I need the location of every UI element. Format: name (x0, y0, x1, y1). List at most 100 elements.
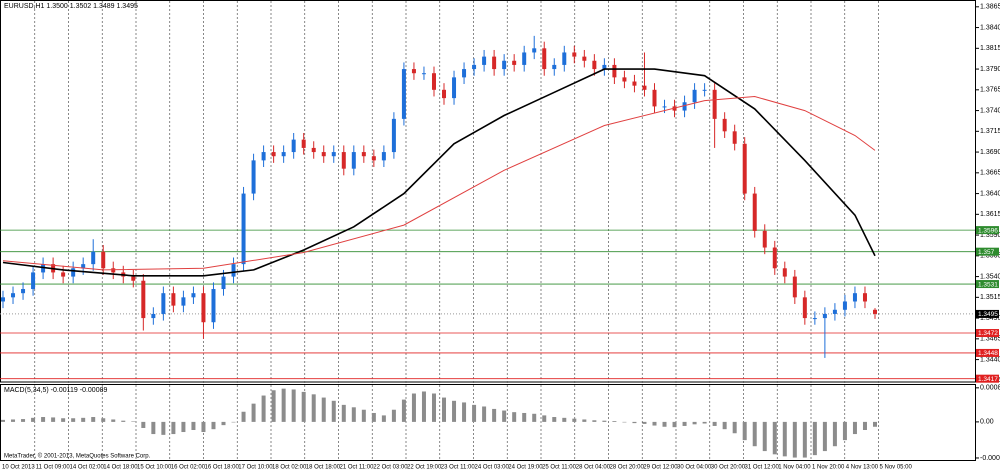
level-label: 1.3472 (978, 330, 998, 337)
candle-body (191, 293, 196, 298)
grid (0, 1, 975, 460)
histogram-bar (712, 421, 717, 426)
y-tick-label: 1.3790 (980, 66, 1000, 73)
candle-body (241, 193, 246, 265)
candle-body (792, 276, 797, 298)
histogram-bar (772, 421, 777, 455)
level-label: 1.3596 (978, 227, 998, 234)
histogram-bar (862, 421, 867, 430)
candle-body (542, 48, 547, 70)
candle-body (161, 293, 166, 314)
histogram-bar (141, 421, 146, 428)
histogram-bar (762, 421, 767, 452)
histogram-bar (622, 421, 627, 423)
candle-body (131, 276, 136, 281)
last-price-tag (976, 309, 999, 318)
candle-body (31, 272, 36, 290)
histogram-bar (411, 393, 416, 422)
candle-body (832, 309, 837, 314)
chart-title: EURUSD,H1 1.3500 1.3502 1.3489 1.3495 (4, 3, 138, 10)
candle-body (662, 106, 667, 108)
histogram-bar (271, 390, 276, 422)
last-price-label: 1.3495 (978, 311, 998, 318)
candle-body (482, 56, 487, 65)
histogram-bar (321, 397, 326, 422)
x-tick-label: 28 Oct 20:00 (610, 465, 645, 471)
x-tick-label: 15 Oct 10:00 (137, 465, 172, 471)
y-tick-label: 1.3840 (980, 24, 1000, 31)
histogram-bar (41, 417, 46, 422)
x-tick-label: 22 Oct 03:00 (373, 465, 408, 471)
x-tick-label: 24 Oct 03:00 (475, 465, 510, 471)
y-tick-label: 1.3815 (980, 45, 1000, 52)
histogram-bar (792, 421, 797, 458)
candle-body (462, 69, 467, 78)
x-tick-label: 30 Oct 20:00 (711, 465, 746, 471)
histogram-bar (632, 421, 637, 424)
histogram-bar (652, 421, 657, 426)
histogram-bar (732, 421, 737, 434)
histogram-bar (582, 419, 587, 422)
candle-body (211, 289, 216, 323)
histogram-bar (1, 419, 5, 422)
level-tag (976, 374, 999, 383)
level-label: 1.3531 (978, 281, 998, 288)
candle-body (802, 297, 807, 319)
histogram-bar (61, 418, 66, 422)
histogram-bar (722, 421, 727, 430)
histogram-bar (502, 410, 507, 422)
histogram-bar (822, 421, 827, 452)
candle-body (11, 293, 16, 298)
candle-body (301, 139, 306, 148)
candle-body (391, 118, 396, 153)
candle-body (492, 56, 497, 70)
x-tick-label: 1 Nov 20:00 (812, 465, 845, 471)
histogram-bar (442, 397, 447, 422)
candle-body (201, 293, 206, 323)
histogram-bar (161, 421, 166, 435)
histogram-bar (211, 421, 216, 430)
histogram-bar (391, 409, 396, 422)
candle-body (632, 81, 637, 86)
candle-body (752, 193, 757, 231)
candle-body (873, 309, 877, 314)
x-tick-label: 17 Oct 10:00 (238, 465, 273, 471)
histogram-bar (662, 421, 667, 427)
histogram-bar (311, 394, 316, 422)
histogram-bar (782, 421, 787, 457)
level-label: 1.357 (978, 249, 995, 256)
histogram-bar (602, 420, 607, 422)
histogram-bar (562, 417, 567, 422)
histogram-bar (852, 421, 857, 435)
level-tag (976, 348, 999, 357)
histogram-bar (873, 421, 877, 427)
candle-body (311, 147, 316, 153)
histogram-bar (512, 412, 517, 422)
candle-body (381, 152, 386, 161)
x-tick-label: 5 Nov 05:00 (880, 465, 913, 471)
y-tick-label: 1.3865 (980, 4, 1000, 11)
histogram-bar (51, 417, 56, 422)
candle-body (502, 60, 507, 70)
plot (1, 35, 877, 458)
candle-body (331, 152, 336, 157)
histogram-bar (291, 389, 296, 422)
candle-body (181, 297, 186, 306)
candle-body (91, 251, 96, 265)
candle-body (151, 313, 156, 319)
candle-body (351, 152, 356, 169)
histogram-bar (171, 421, 176, 435)
y-tick-label: 0.00 (980, 419, 994, 426)
histogram-bar (682, 421, 687, 426)
histogram-bar (592, 420, 597, 422)
x-tick-label: 18 Oct 02:00 (272, 465, 307, 471)
candle-body (61, 272, 66, 277)
histogram-bar (452, 400, 457, 422)
histogram-bar (281, 388, 286, 422)
histogram-bar (431, 393, 436, 422)
x-tick-label: 29 Oct 12:00 (643, 465, 678, 471)
candle-body (371, 156, 376, 161)
histogram-bar (492, 408, 497, 422)
candle-body (682, 102, 687, 111)
